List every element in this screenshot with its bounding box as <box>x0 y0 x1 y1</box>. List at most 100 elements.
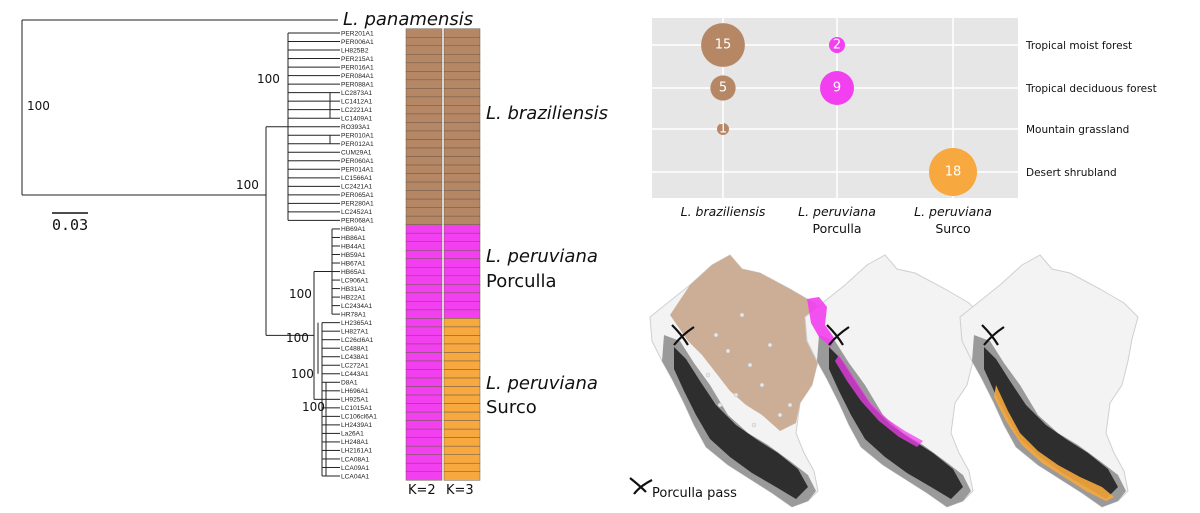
structure-bar-k2 <box>405 275 443 285</box>
tip-label: HB44A1 <box>341 243 366 250</box>
structure-bar-k2 <box>405 105 443 115</box>
structure-bar-k2 <box>405 258 443 268</box>
structure-bar-k2 <box>405 301 443 311</box>
structure-bar-k3 <box>443 130 481 140</box>
group-label: L. braziliensis <box>681 204 766 219</box>
tip-label: PER010A1 <box>341 133 374 140</box>
bootstrap-surco-b: 100 <box>291 367 314 381</box>
porculla-pass-icon <box>981 324 1005 346</box>
structure-bar-k3 <box>443 403 481 413</box>
structure-bar-k2 <box>405 215 443 225</box>
structure-bar-k3 <box>443 156 481 166</box>
sample-point <box>751 422 757 428</box>
habitat-label: Tropical moist forest <box>1025 40 1132 52</box>
tip-label: LH827A1 <box>341 328 369 335</box>
structure-bar-k2 <box>405 190 443 200</box>
structure-bar-k2 <box>405 147 443 157</box>
structure-bar-k2 <box>405 79 443 89</box>
tip-label: LC2452A1 <box>341 209 372 216</box>
tip-label: HB69A1 <box>341 226 366 233</box>
bubble-count: 2 <box>833 38 841 53</box>
clade-braziliensis-label: L. braziliensis <box>486 103 608 124</box>
clade-surco-name: L. peruviana <box>486 373 598 394</box>
tip-label: LC2873A1 <box>341 90 372 97</box>
structure-plot: K=2 K=3 <box>405 28 481 498</box>
structure-bar-k3 <box>443 232 481 242</box>
structure-bar-k3 <box>443 275 481 285</box>
k3-label: K=3 <box>446 483 474 498</box>
structure-bar-k3 <box>443 309 481 319</box>
tip-label: LC488A1 <box>341 346 369 353</box>
structure-bar-k3 <box>443 377 481 387</box>
bootstrap-root: 100 <box>27 99 50 113</box>
structure-bar-k3 <box>443 343 481 353</box>
structure-bar-k2 <box>405 113 443 123</box>
structure-bar-k2 <box>405 437 443 447</box>
tip-label: PER201A1 <box>341 30 374 37</box>
tip-label: PER088A1 <box>341 81 374 88</box>
k2-label: K=2 <box>408 483 436 498</box>
bubble-count: 9 <box>833 81 841 96</box>
bootstrap-surco-c: 100 <box>302 400 325 414</box>
structure-bar-k3 <box>443 284 481 294</box>
structure-bar-k2 <box>405 420 443 430</box>
tip-label: HB86A1 <box>341 235 366 242</box>
structure-bar-k2 <box>405 411 443 421</box>
tip-label: LC2221A1 <box>341 107 372 114</box>
tip-label: LC272A1 <box>341 363 369 370</box>
structure-bar-k2 <box>405 122 443 132</box>
structure-bar-k2 <box>405 249 443 260</box>
tip-label: LH2161A1 <box>341 448 372 455</box>
sample-point <box>759 382 765 388</box>
andes-highlands <box>984 347 1118 499</box>
tip-label: HR78A1 <box>341 311 366 318</box>
structure-bar-k2 <box>405 232 443 242</box>
outgroup-label: L. panamensis <box>343 9 473 30</box>
tip-label: LCA09A1 <box>341 465 370 472</box>
bootstrap-surco-a: 100 <box>286 331 309 345</box>
tip-label: LH2365A1 <box>341 320 372 327</box>
structure-bar-k3 <box>443 241 481 251</box>
structure-bar-k3 <box>443 445 481 455</box>
structure-bar-k2 <box>405 96 443 106</box>
structure-bar-k3 <box>443 360 481 370</box>
structure-bar-k3 <box>443 318 481 328</box>
structure-bar-k2 <box>405 471 443 481</box>
sample-point <box>733 392 739 398</box>
structure-bar-k2 <box>405 28 443 38</box>
structure-bar-k3 <box>443 62 481 72</box>
structure-bar-k2 <box>405 318 443 328</box>
range-porculla-strip <box>835 355 923 447</box>
structure-bar-k2 <box>405 445 443 455</box>
structure-bar-k2 <box>405 335 443 345</box>
bubble-count: 1 <box>719 122 727 137</box>
distribution-maps: Porculla pass <box>629 254 1139 508</box>
tip-label: PER016A1 <box>341 64 374 71</box>
scale-bar-label: 0.03 <box>52 216 88 234</box>
structure-bar-k2 <box>405 139 443 149</box>
structure-bar-k2 <box>405 37 443 47</box>
structure-bar-k3 <box>443 394 481 404</box>
tip-label: LCA08A1 <box>341 456 370 463</box>
tip-label: PER006A1 <box>341 39 374 46</box>
structure-bar-k2 <box>405 292 443 302</box>
tip-label: PER084A1 <box>341 73 374 80</box>
bubble-count: 5 <box>719 81 727 96</box>
structure-bar-k3 <box>443 215 481 225</box>
structure-bar-k3 <box>443 335 481 345</box>
structure-bar-k3 <box>443 454 481 464</box>
tip-label: LC1409A1 <box>341 115 372 122</box>
structure-bar-k3 <box>443 88 481 98</box>
structure-bar-k2 <box>405 352 443 362</box>
habitat-bubble <box>710 75 736 101</box>
y-axis-labels: Tropical moist forest Tropical deciduous… <box>1025 40 1157 179</box>
structure-bar-k3 <box>443 292 481 302</box>
sample-point <box>717 402 723 408</box>
structure-bar-k2 <box>405 173 443 183</box>
tip-label: LC438A1 <box>341 354 369 361</box>
structure-bar-k2 <box>405 224 443 234</box>
structure-bar-k2 <box>405 156 443 166</box>
sample-point <box>767 342 773 348</box>
